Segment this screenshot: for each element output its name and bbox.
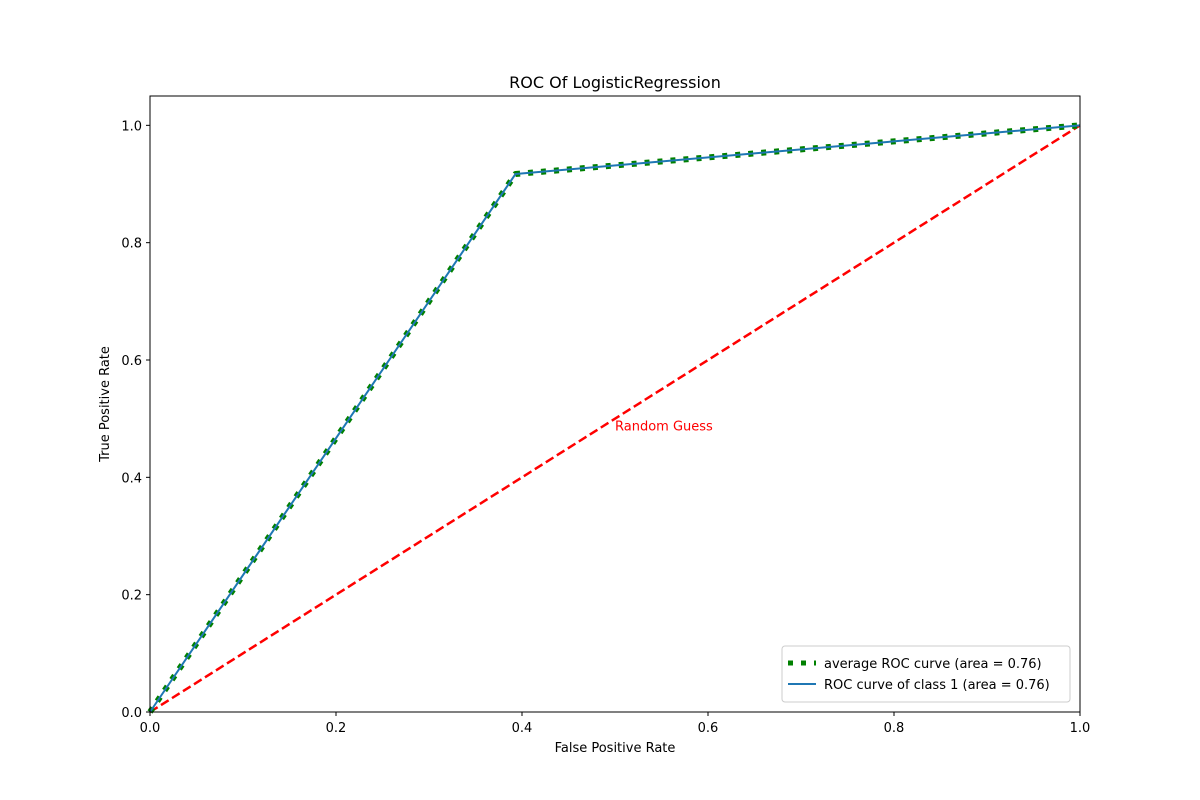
y-tick-label: 0.8 — [121, 237, 142, 252]
x-axis-ticks: 0.0 0.2 0.4 0.6 0.8 1.0 — [140, 712, 1091, 736]
legend: average ROC curve (area = 0.76) ROC curve… — [781, 645, 1071, 703]
x-tick-label: 0.0 — [140, 721, 161, 736]
x-axis-title: False Positive Rate — [555, 741, 676, 756]
x-tick-label: 0.4 — [512, 721, 533, 736]
chart-title: ROC Of LogisticRegression — [509, 73, 721, 92]
legend-box — [781, 645, 1071, 703]
y-axis-title: True Positive Rate — [98, 346, 113, 463]
annotation-label-0: Random Guess — [615, 419, 713, 434]
y-tick-label: 1.0 — [121, 119, 142, 134]
y-tick-label: 0.4 — [121, 471, 142, 486]
series-line-1 — [149, 124, 1081, 713]
legend-label-0: average ROC curve (area = 0.76) — [824, 657, 1042, 672]
x-tick-label: 0.6 — [698, 721, 719, 736]
x-tick-label: 0.8 — [884, 721, 905, 736]
y-tick-label: 0.0 — [121, 706, 142, 721]
plot-frame — [149, 95, 1081, 713]
series-layer — [147, 122, 1081, 714]
x-tick-label: 0.2 — [326, 721, 347, 736]
legend-label-1: ROC curve of class 1 (area = 0.76) — [824, 678, 1050, 693]
x-tick-label: 1.0 — [1070, 721, 1091, 736]
y-tick-label: 0.2 — [121, 589, 142, 604]
y-axis-ticks: 0.0 0.2 0.4 0.6 0.8 1.0 — [121, 119, 150, 721]
plot-background — [150, 96, 1080, 712]
series-line-2 — [149, 124, 1081, 714]
y-tick-label: 0.6 — [121, 354, 142, 369]
annotation-layer: Random Guess — [615, 419, 713, 434]
